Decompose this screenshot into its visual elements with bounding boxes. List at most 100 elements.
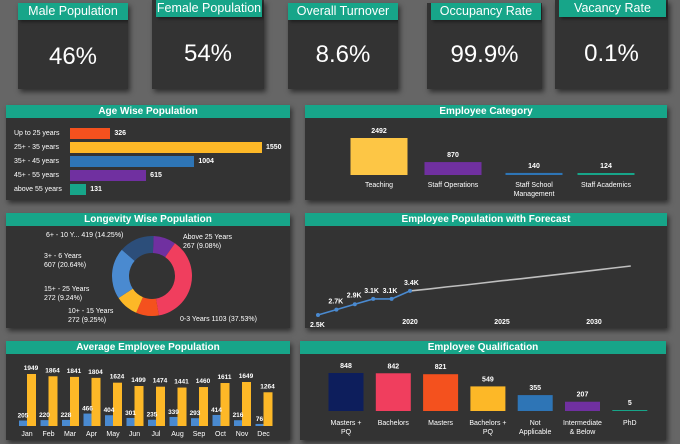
actual-point-label: 2.5K (310, 322, 325, 328)
employee-forecast-panel: Employee Population with Forecast 2.5K 2.… (305, 213, 667, 328)
actual-point (316, 313, 320, 317)
age-row-label: above 55 years (14, 186, 62, 193)
x-tick-label: 2020 (402, 319, 418, 326)
kpi-title: Female Population (156, 0, 262, 17)
avg-bar-a (134, 386, 144, 426)
avg-bar-b-value: 339 (168, 409, 179, 416)
month-label: Nov (236, 431, 249, 438)
avg-bar-a-value: 1949 (24, 365, 39, 372)
avg-bar-a-value: 1460 (196, 378, 211, 385)
avg-bar-a (156, 386, 165, 426)
donut-slice (121, 236, 154, 261)
avg-bar-a (177, 387, 187, 426)
kpi-title: Overall Turnover (288, 3, 398, 20)
avg-bar-b (126, 417, 135, 426)
avg-bar-a (27, 374, 36, 426)
donut-label: 6+ - 10 Y... 419 (14.25%) (46, 232, 123, 239)
avg-bar-b (19, 420, 27, 426)
kpi-card-overall-turnover: Overall Turnover 8.6% (288, 3, 398, 89)
avg-bar-a (220, 383, 230, 426)
qualification-label: Masters + (331, 420, 362, 427)
donut-label: 10+ - 15 Years (68, 308, 114, 315)
donut-label: Above 25 Years (183, 234, 233, 241)
avg-bar-b (105, 415, 113, 426)
qualification-bar-value: 207 (577, 392, 589, 399)
month-label: Jul (152, 431, 161, 438)
avg-bar-b-value: 414 (211, 407, 222, 414)
avg-bar-a-value: 1441 (174, 379, 189, 386)
avg-bar-b-value: 216 (233, 412, 244, 419)
donut-slice (136, 297, 159, 316)
avg-bar-a (242, 382, 251, 426)
qualification-bar (517, 395, 553, 411)
month-label: Dec (257, 431, 270, 438)
kpi-value: 8.6% (315, 41, 371, 68)
month-label: Jan (21, 431, 32, 438)
qualification-bar (565, 401, 600, 411)
age-bar (70, 142, 262, 153)
longevity-donut-chart: Above 25 Years 267 (9.08%) 0-3 Years 1103 … (44, 232, 257, 324)
avg-bar-b (234, 420, 242, 426)
avg-bar-b-value: 76 (256, 416, 264, 423)
avg-bar-a-value: 1624 (110, 374, 125, 381)
avg-bar-b-value: 205 (18, 413, 29, 420)
age-bar-value: 615 (150, 172, 162, 179)
qualification-bar (423, 374, 459, 411)
avg-bar-a-value: 1804 (88, 369, 103, 376)
age-row-label: Up to 25 years (14, 130, 60, 137)
avg-bar-b-value: 466 (82, 406, 93, 413)
actual-point-label: 2.7K (328, 299, 343, 306)
average-employee-population-panel: Average Employee Population 1949 205 Jan 18… (6, 341, 290, 440)
age-bar-value: 1004 (198, 158, 214, 165)
employee-category-panel: Employee Category 2492 870 140 124 Teaching S… (305, 105, 667, 200)
donut-label: 607 (20.64%) (44, 262, 86, 269)
qualification-bar (328, 373, 364, 411)
employee-category-chart: 2492 870 140 124 Teaching Staff Operations Sta… (350, 128, 635, 198)
age-bar-value: 131 (90, 186, 102, 193)
actual-point-label: 3.1K (364, 288, 379, 295)
month-label: Apr (86, 431, 98, 438)
avg-bar-b (148, 419, 156, 426)
qualification-bar-value: 5 (628, 400, 632, 407)
qualification-label: PQ (341, 429, 352, 436)
qualification-label: Intermediate (563, 420, 602, 427)
avg-bar-b (255, 423, 264, 426)
month-label: Mar (64, 431, 77, 438)
avg-bar-a-value: 1499 (131, 377, 146, 384)
avg-bar-b-value: 220 (39, 412, 50, 419)
qualification-bar (612, 410, 648, 411)
forecast-line (409, 265, 631, 292)
category-bar-value: 124 (600, 163, 612, 170)
actual-point-label: 3.4K (404, 280, 419, 287)
panel-title: Longevity Wise Population (6, 213, 290, 226)
age-bar (70, 184, 87, 195)
age-bar (70, 170, 147, 181)
kpi-value: 99.9% (450, 41, 519, 68)
avg-bar-b (62, 419, 70, 426)
donut-slice (118, 288, 143, 313)
category-bar-value: 2492 (371, 128, 387, 135)
donut-slice (155, 243, 193, 316)
kpi-card-vacancy-rate: Vacancy Rate 0.1% (555, 0, 668, 89)
category-label: Staff School Management (514, 182, 555, 198)
panel-title: Age Wise Population (6, 105, 290, 118)
qualification-label: Not (530, 420, 541, 427)
kpi-title: Vacancy Rate (559, 0, 666, 17)
month-label: Jun (129, 431, 140, 438)
qualification-label: Applicable (519, 429, 551, 436)
avg-bar-b (83, 413, 92, 426)
category-bar (424, 162, 482, 175)
category-label: Staff Academics (581, 182, 632, 189)
category-bar-value: 140 (528, 163, 540, 170)
panel-title: Employee Category (305, 105, 667, 118)
qualification-label: Masters (428, 420, 453, 427)
donut-label: 0-3 Years 1103 (37.53%) (180, 316, 257, 323)
age-row-label: 25+ - 35 years (14, 144, 59, 151)
month-label: Oct (215, 431, 226, 438)
kpi-value: 54% (183, 40, 233, 67)
qualification-label: PQ (483, 429, 494, 436)
age-bar (70, 156, 195, 167)
qualification-bar-value: 355 (529, 385, 541, 392)
qualification-bar-value: 549 (482, 376, 494, 383)
